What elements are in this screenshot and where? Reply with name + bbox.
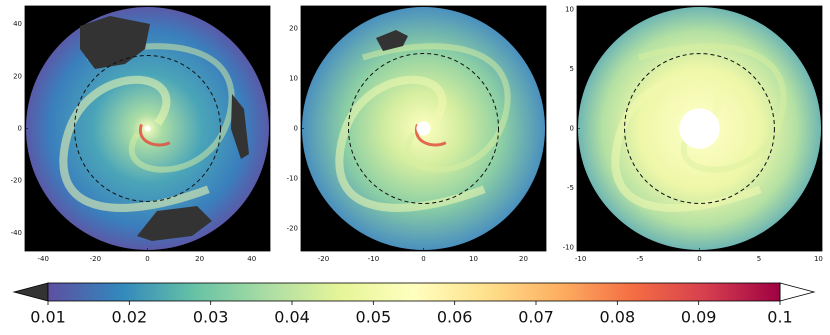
- y-tick-label: 10: [289, 75, 298, 83]
- colorbar: 0.01 0.02 0.03 0.04 0.05 0.06 0.07 0.08 0.09 0.1: [12, 282, 816, 327]
- x-tick-label: -40: [38, 255, 49, 263]
- panel: -20 -10 0 10 20 -20 -10 0 10 20: [287, 5, 547, 263]
- colorbar-tick-label: 0.05: [356, 308, 392, 327]
- colorbar-tick-label: 0.01: [30, 308, 66, 327]
- colorbar-tick-label: 0.07: [518, 308, 554, 327]
- panel: -10 -5 0 5 10 -10 -5 0 5 10: [563, 6, 823, 263]
- colorbar-tick-label: 0.02: [112, 308, 148, 327]
- colorbar-tick-label: 0.03: [193, 308, 229, 327]
- y-tick-label: 0: [294, 125, 298, 133]
- excluded-region: [376, 30, 408, 51]
- x-tick-label: 40: [247, 255, 256, 263]
- inner-hole: [679, 108, 720, 149]
- y-tick-label: 5: [570, 65, 574, 73]
- spiral-arm: [637, 43, 787, 173]
- x-tick-label: 10: [814, 255, 823, 263]
- x-tick-label: 20: [195, 255, 204, 263]
- y-tick-label: 20: [289, 25, 298, 33]
- y-tick-label: -10: [287, 175, 298, 183]
- spiral-arm: [85, 43, 235, 173]
- dashed-circle: [348, 53, 499, 204]
- y-tick-label: 20: [13, 72, 22, 80]
- spiral-arm: [611, 75, 762, 212]
- colorbar-tick-label: 0.06: [437, 308, 473, 327]
- panels: -40 -20 0 20 40 -40 -20 0 20 40 -20 -10 0 10 20 -20 -10 0…: [11, 6, 823, 263]
- colorbar-body: [47, 282, 781, 302]
- x-tick-label: 0: [145, 255, 149, 263]
- dashed-circle: [624, 53, 775, 204]
- colorbar-tick-label: 0.04: [274, 308, 310, 327]
- x-tick-label: 0: [421, 255, 425, 263]
- y-tick-label: 40: [13, 20, 22, 28]
- y-tick-label: 10: [565, 6, 574, 14]
- panel: -40 -20 0 20 40 -40 -20 0 20 40: [11, 5, 271, 263]
- colorbar-tick-label: 0.08: [600, 308, 636, 327]
- y-tick-label: -20: [287, 225, 298, 233]
- colorbar-tick-label: 0.1: [767, 308, 792, 327]
- excluded-region: [80, 16, 150, 69]
- y-tick-label: -5: [567, 184, 574, 192]
- x-tick-label: 10: [469, 255, 478, 263]
- y-tick-label: 0: [18, 125, 22, 133]
- x-tick-label: -20: [90, 255, 101, 263]
- x-tick-label: -20: [318, 255, 329, 263]
- spiral-arm: [59, 75, 210, 212]
- hot-arm: [138, 123, 171, 147]
- x-tick-label: 5: [757, 255, 761, 263]
- y-tick-label: 0: [570, 125, 574, 133]
- x-tick-label: -10: [575, 255, 586, 263]
- under-extension: [12, 282, 49, 302]
- colorbar-tick-label: 0.09: [681, 308, 717, 327]
- x-tick-label: 20: [519, 255, 528, 263]
- y-tick-label: -10: [563, 243, 574, 251]
- inner-hole: [144, 125, 151, 132]
- y-tick-label: -20: [11, 177, 22, 185]
- y-tick-label: -40: [11, 229, 22, 237]
- dashed-circle: [74, 55, 221, 202]
- excluded-region: [231, 94, 249, 159]
- spiral-arm: [335, 75, 486, 212]
- x-tick-label: -10: [368, 255, 379, 263]
- inner-hole: [416, 121, 431, 136]
- x-tick-label: -5: [637, 255, 644, 263]
- x-tick-label: 0: [697, 255, 701, 263]
- over-extension: [779, 282, 816, 302]
- spiral-arm: [361, 43, 511, 173]
- excluded-region: [137, 206, 212, 241]
